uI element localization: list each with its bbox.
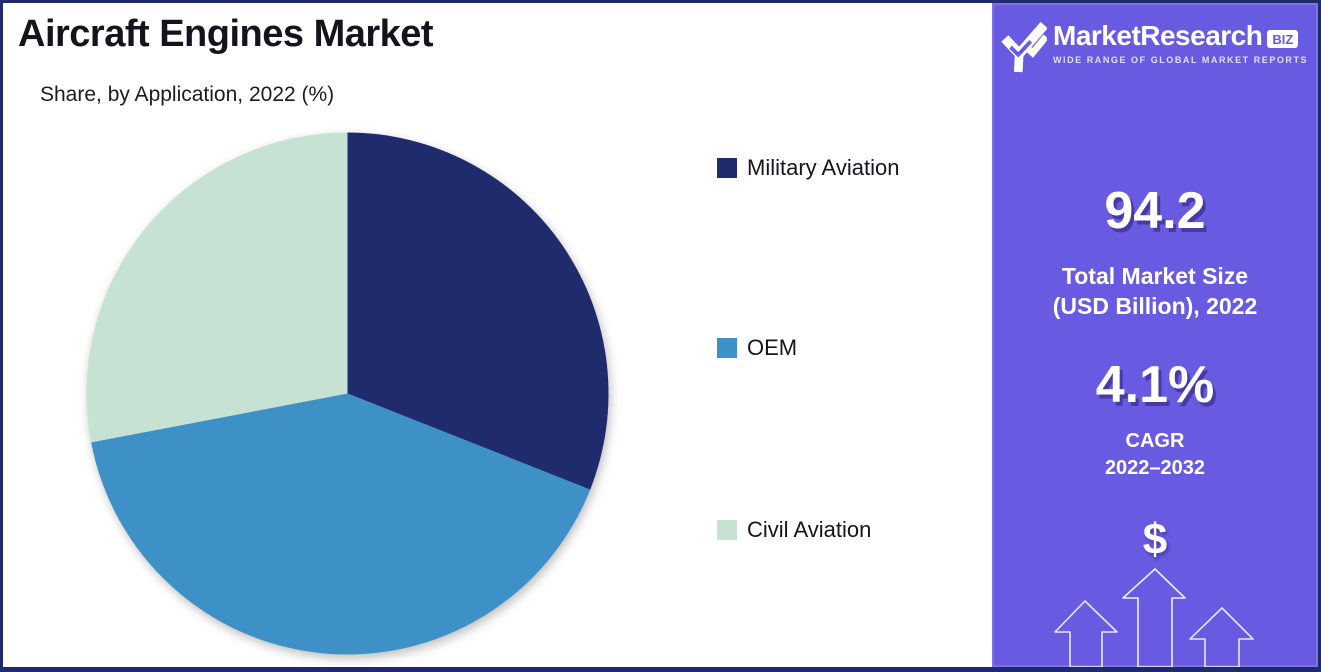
pie-chart: [86, 132, 609, 655]
cagr-label: CAGR: [1125, 430, 1185, 452]
brand-tagline: WIDE RANGE OF GLOBAL MARKET REPORTS: [1053, 55, 1309, 65]
cagr-value: 4.1%: [1095, 356, 1215, 414]
legend-label-oem: OEM: [747, 335, 798, 360]
legend-item-oem: OEM: [717, 335, 797, 361]
brand-panel: MarketResearch BIZ WIDE RANGE OF GLOBAL …: [992, 3, 1318, 667]
pie-slice-oem: [91, 393, 591, 655]
page-subtitle: Share, by Application, 2022 (%): [40, 83, 335, 106]
pie-slice-military-aviation: [347, 132, 609, 490]
market-size-label-line2: (USD Billion), 2022: [1052, 293, 1258, 319]
legend-label-civil: Civil Aviation: [747, 517, 872, 542]
legend-swatch-military-icon: [717, 158, 737, 178]
cagr-period: 2022–2032: [1104, 457, 1206, 479]
legend-label-military: Military Aviation: [747, 155, 900, 180]
pie-slice-civil-aviation: [86, 132, 348, 443]
double-checkmark-icon: [1001, 22, 1047, 73]
brand-logo: MarketResearch BIZ WIDE RANGE OF GLOBAL …: [1001, 20, 1308, 78]
growth-arrows-icon: [1054, 568, 1254, 667]
market-size-value: 94.2: [1104, 182, 1206, 240]
dollar-icon: $: [1142, 515, 1168, 564]
legend-item-military-aviation: Military Aviation: [717, 155, 899, 181]
legend-item-civil-aviation: Civil Aviation: [717, 517, 871, 543]
brand-name: MarketResearch: [1053, 20, 1263, 51]
legend: Military Aviation OEM Civil Aviation: [717, 3, 987, 667]
market-size-label-line1: Total Market Size: [1061, 263, 1249, 289]
legend-swatch-civil-icon: [717, 520, 737, 540]
page-title: Aircraft Engines Market: [18, 13, 434, 55]
biz-badge: BIZ: [1267, 30, 1299, 48]
legend-swatch-oem-icon: [717, 338, 737, 358]
